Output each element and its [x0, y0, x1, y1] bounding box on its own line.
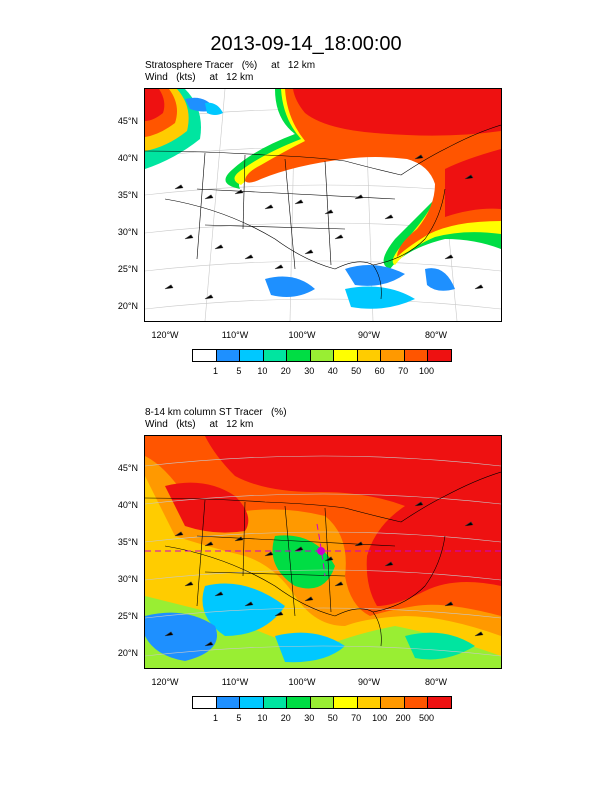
colorbar-swatch: [428, 697, 452, 708]
panel1-lat-label: 45°N: [117, 116, 138, 126]
colorbar-label: 100: [419, 366, 435, 376]
colorbar-swatch: [404, 697, 429, 708]
colorbar-label: 5: [236, 713, 242, 723]
panel1-tracer-blue-patches: [185, 97, 455, 297]
panel2-lat-label: 20°N: [117, 648, 138, 658]
panel2-lat-label: 45°N: [117, 463, 138, 473]
panel2-subtitle-tracer: 8-14 km column ST Tracer (%): [145, 407, 287, 418]
colorbar-swatch: [310, 350, 335, 361]
panel1-colorbar: [192, 349, 452, 362]
colorbar-swatch: [287, 697, 311, 708]
panel2-location-marker: [317, 547, 325, 555]
colorbar-label: 500: [419, 713, 435, 723]
colorbar-swatch: [381, 697, 405, 708]
panel1-lat-label: 25°N: [117, 264, 138, 274]
panel2-boundaries: [145, 471, 501, 647]
panel1-map: [144, 88, 502, 322]
panel2-lat-label: 35°N: [117, 537, 138, 547]
colorbar-swatch: [287, 350, 311, 361]
panel1-lon-label: 90°W: [357, 330, 381, 340]
colorbar-swatch: [263, 697, 288, 708]
colorbar-label: 70: [351, 713, 362, 723]
colorbar-swatch: [310, 697, 335, 708]
panel1-tracer-cyan-patches: [205, 102, 415, 309]
colorbar-label: 30: [304, 713, 315, 723]
colorbar-label: 1: [212, 366, 218, 376]
colorbar-swatch: [240, 697, 264, 708]
panel2-lat-label: 30°N: [117, 574, 138, 584]
colorbar-swatch: [216, 697, 241, 708]
panel1-tracer-top-left: [145, 89, 201, 169]
panel1-lat-label: 35°N: [117, 190, 138, 200]
colorbar-label: 20: [280, 366, 291, 376]
colorbar-label: 1: [212, 713, 218, 723]
colorbar-swatch: [216, 350, 241, 361]
colorbar-swatch: [263, 350, 288, 361]
colorbar-swatch: [334, 350, 358, 361]
colorbar-label: 200: [395, 713, 411, 723]
panel2-lon-label: 120°W: [151, 677, 179, 687]
panel1-lon-label: 80°W: [424, 330, 448, 340]
colorbar-swatch: [357, 350, 382, 361]
panel2-lon-label: 90°W: [357, 677, 381, 687]
colorbar-swatch: [357, 697, 382, 708]
panel2-colorbar: [192, 696, 452, 709]
colorbar-label: 70: [398, 366, 409, 376]
panel1-wind-barbs: [164, 154, 484, 300]
panel1-subtitle-wind: Wind (kts) at 12 km: [145, 72, 254, 83]
colorbar-swatch: [193, 697, 217, 708]
colorbar-label: 10: [257, 713, 268, 723]
panel1-lon-label: 110°W: [221, 330, 249, 340]
colorbar-swatch: [193, 350, 217, 361]
colorbar-label: 10: [257, 366, 268, 376]
panel1-lat-label: 30°N: [117, 227, 138, 237]
colorbar-label: 30: [304, 366, 315, 376]
colorbar-swatch: [428, 350, 452, 361]
colorbar-label: 20: [280, 713, 291, 723]
colorbar-label: 50: [351, 366, 362, 376]
panel1-subtitle-tracer: Stratosphere Tracer (%) at 12 km: [145, 60, 316, 71]
colorbar-label: 5: [236, 366, 242, 376]
panel1-lon-label: 120°W: [151, 330, 179, 340]
panel1-tracer-north-east: [225, 89, 501, 269]
panel2-lon-label: 100°W: [288, 677, 316, 687]
panel2-lon-label: 110°W: [221, 677, 249, 687]
panel2-map: [144, 435, 502, 669]
panel1-lat-label: 40°N: [117, 153, 138, 163]
colorbar-swatch: [334, 697, 358, 708]
colorbar-label: 60: [374, 366, 385, 376]
page-title: 2013-09-14_18:00:00: [210, 33, 402, 55]
panel1-lat-label: 20°N: [117, 301, 138, 311]
colorbar-label: 50: [327, 713, 338, 723]
panel1-lon-label: 100°W: [288, 330, 316, 340]
colorbar-label: 100: [372, 713, 388, 723]
panel2-lat-label: 25°N: [117, 611, 138, 621]
panel2-wind-barbs: [164, 501, 484, 647]
colorbar-swatch: [381, 350, 405, 361]
colorbar-label: 40: [327, 366, 338, 376]
panel2-lat-label: 40°N: [117, 500, 138, 510]
colorbar-swatch: [404, 350, 429, 361]
panel2-subtitle-wind: Wind (kts) at 12 km: [145, 419, 254, 430]
panel2-lon-label: 80°W: [424, 677, 448, 687]
colorbar-swatch: [240, 350, 264, 361]
